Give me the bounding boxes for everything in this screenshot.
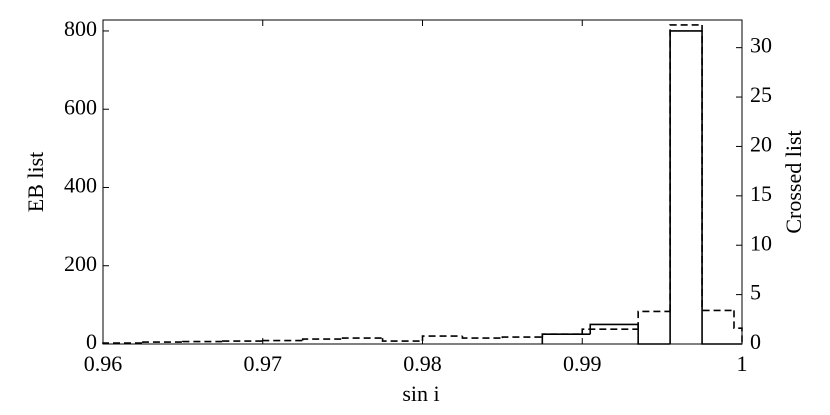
y2-tick-label: 15 [750,181,772,206]
y-tick-label: 800 [64,16,97,41]
y2-tick-label: 5 [750,280,761,305]
y2-tick-label: 10 [750,230,772,255]
y2-axis-label: Crossed list [781,130,806,233]
histogram-bin [581,328,639,335]
histogram-bin [142,341,183,344]
y2-tick-label: 20 [750,131,772,156]
histogram-bin [669,24,703,312]
histogram-bin [669,30,703,344]
x-tick-label: 0.97 [244,351,283,376]
y-tick-label: 200 [64,251,97,276]
x-tick-label: 0.98 [403,351,442,376]
histogram-bin [102,342,143,344]
x-axis-label: sin i [402,381,439,406]
plot-frame [102,19,743,345]
histogram-bin [301,338,343,341]
y-axis-label: EB list [23,152,48,213]
histogram-bin [341,337,383,340]
histogram-bin [501,336,543,339]
histogram-bin [541,333,583,338]
histogram-bin [701,30,742,345]
histogram-bin [589,323,639,335]
y2-tick-label: 25 [750,82,772,107]
histogram-bin [637,324,671,345]
y2-tick-label: 0 [750,329,761,354]
histogram-bin [733,310,743,344]
y-tick-label: 400 [64,173,97,198]
y-tick-label: 600 [64,94,97,119]
histogram-bin [421,335,463,342]
histogram-bin [701,24,735,312]
y2-tick-label: 30 [750,33,772,58]
histogram-bin [461,336,503,339]
histogram-bin [637,310,671,330]
histogram-bin [381,338,423,342]
x-tick-label: 0.96 [84,351,123,376]
x-tick-label: 1 [737,351,748,376]
x-tick-label: 0.99 [563,351,602,376]
y-tick-label: 0 [86,329,97,354]
histogram-bin [541,333,591,344]
